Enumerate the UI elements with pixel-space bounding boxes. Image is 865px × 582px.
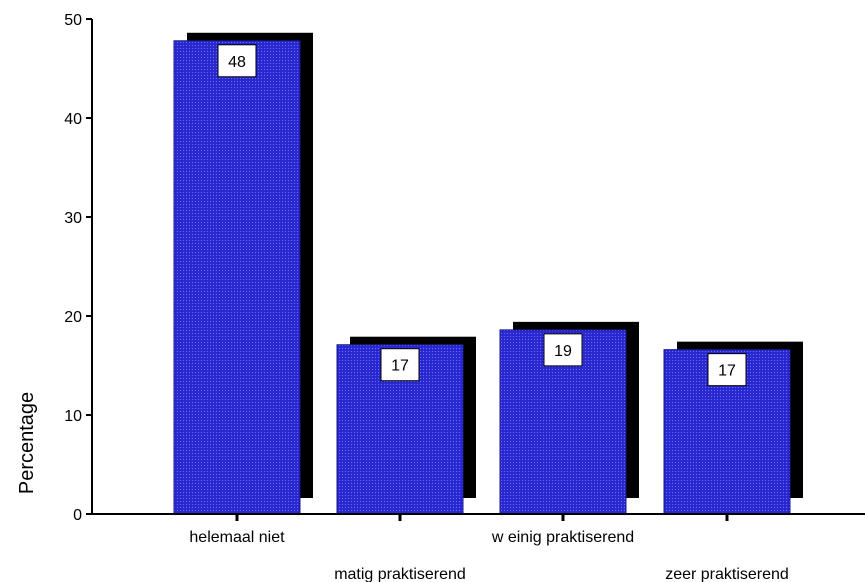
data-label-box	[543, 333, 583, 367]
x-ticks: helemaal niet matig praktiserend w einig p…	[189, 514, 789, 582]
x-tick-label: helemaal niet	[189, 529, 285, 546]
data-label: 48	[228, 54, 246, 71]
y-tick-label: 30	[64, 210, 82, 227]
y-tick-label: 10	[64, 408, 82, 425]
y-ticks: 0 10 20 30 40 50	[64, 12, 92, 524]
bar	[173, 40, 301, 515]
data-label: 17	[391, 358, 409, 375]
data-label-box	[707, 353, 747, 387]
data-label: 19	[554, 343, 572, 360]
y-axis-label: Percentage	[16, 392, 38, 494]
bars	[173, 40, 791, 515]
data-label: 17	[718, 363, 736, 380]
y-tick-label: 20	[64, 309, 82, 326]
data-label-box	[380, 348, 420, 382]
x-tick-label: w einig praktiserend	[491, 529, 634, 546]
data-labels: 48 17 19 17	[217, 44, 747, 387]
x-tick-label: matig praktiserend	[334, 566, 466, 582]
data-label-box	[217, 44, 257, 78]
y-tick-label: 50	[64, 12, 82, 29]
y-tick-label: 40	[64, 111, 82, 128]
x-tick-label: zeer praktiserend	[665, 566, 789, 582]
y-tick-label: 0	[73, 507, 82, 524]
